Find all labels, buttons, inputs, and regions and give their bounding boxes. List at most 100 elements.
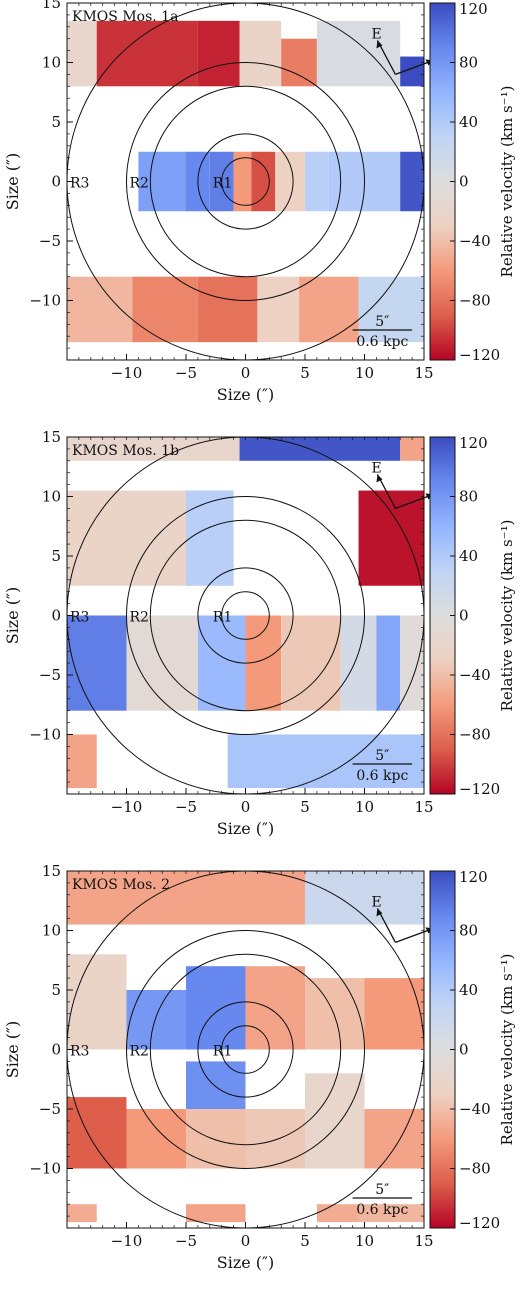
colorbar-tick-label: 80 [459, 54, 478, 72]
x-tick-label: 15 [414, 364, 433, 382]
scalebar-angular-label: 5″ [375, 748, 389, 764]
scalebar-physical-label: 0.6 kpc [356, 1202, 408, 1218]
colorbar: 120 80 40 0 −40 −80 −120 Relative velocity (km … [429, 434, 516, 798]
velocity-region-16 [227, 734, 424, 789]
compass-north-line [395, 493, 434, 510]
y-tick-label: 5 [51, 981, 61, 999]
velocity-region-2 [96, 20, 198, 87]
compass-east-label: E [371, 460, 381, 476]
panel-title: KMOS Mos. 1a [72, 9, 178, 25]
x-tick-label: 0 [241, 364, 251, 382]
velocity-region-12 [251, 151, 276, 212]
ring-label-r1: R1 [213, 610, 232, 626]
ring-label-r2: R2 [130, 610, 149, 626]
velocity-region-7 [400, 56, 424, 87]
colorbar-tick-label: 80 [459, 922, 478, 940]
x-axis-label: Size (″) [217, 1253, 275, 1272]
colorbar-tick-label: −120 [459, 780, 500, 798]
velocity-region-2 [239, 437, 401, 461]
velocity-region-8 [364, 978, 424, 1050]
x-tick-label: −10 [111, 1232, 143, 1250]
velocity-region-3 [67, 954, 127, 1050]
y-tick-label: −5 [39, 1100, 61, 1118]
x-tick-label: 0 [241, 798, 251, 816]
colorbar-tick-label: 40 [459, 547, 478, 565]
velocity-region-15 [364, 1109, 424, 1169]
ring-3 [149, 85, 342, 278]
velocity-region-16 [67, 1204, 97, 1223]
velocity-region-10 [126, 1109, 186, 1169]
velocity-region-1 [67, 871, 305, 925]
compass-east-arrowhead [376, 908, 383, 917]
rings [67, 871, 424, 1228]
velocity-region-19 [197, 276, 258, 343]
velocity-region-6 [358, 490, 424, 586]
scalebar-physical-label: 0.6 kpc [356, 334, 408, 350]
x-tick-label: −5 [175, 1232, 197, 1250]
ring-3 [149, 519, 342, 712]
y-axis-label: Size (″) [3, 1021, 22, 1079]
y-tick-label: −10 [29, 292, 61, 310]
colorbar-tick-label: 120 [459, 434, 488, 452]
colorbar-tick-label: −40 [459, 232, 491, 250]
x-tick-label: 5 [300, 798, 310, 816]
compass-east-arrowhead [376, 40, 383, 49]
velocity-region-6 [316, 20, 401, 87]
colorbar-tick-label: −80 [459, 1160, 491, 1178]
y-tick-label: −10 [29, 1160, 61, 1178]
velocity-region-1 [67, 20, 97, 87]
y-tick-label: −5 [39, 666, 61, 684]
velocity-region-18 [132, 276, 198, 343]
ring-label-r2: R2 [130, 1044, 149, 1060]
colorbar-tick-label: −120 [459, 1214, 500, 1232]
velocity-region-3 [400, 437, 424, 461]
velocity-region-4 [239, 20, 282, 87]
scalebar-angular-label: 5″ [375, 314, 389, 330]
velocity-regions [67, 20, 424, 343]
ring-1 [221, 1025, 270, 1074]
y-tick-label: −5 [39, 232, 61, 250]
ring-4 [126, 930, 365, 1169]
velocity-region-11 [281, 615, 341, 711]
ring-1 [221, 157, 270, 206]
y-axis-label: Size (″) [3, 153, 22, 211]
x-tick-label: −10 [111, 364, 143, 382]
velocity-region-15 [67, 734, 97, 789]
colorbar-tick-label: −80 [459, 292, 491, 310]
velocity-region-18 [316, 1204, 359, 1223]
velocity-region-17 [186, 1204, 246, 1223]
x-tick-label: 15 [414, 1232, 433, 1250]
y-tick-label: 15 [42, 0, 61, 12]
ring-2 [197, 1001, 294, 1098]
y-tick-label: 5 [51, 547, 61, 565]
x-tick-label: 15 [414, 798, 433, 816]
ring-4 [126, 496, 365, 735]
y-tick-label: −10 [29, 726, 61, 744]
velocity-region-20 [257, 276, 300, 343]
colorbar-tick-label: 120 [459, 868, 488, 886]
colorbar: 120 80 40 0 −40 −80 −120 Relative velocity (km … [429, 868, 516, 1232]
velocity-region-13 [245, 1109, 305, 1169]
velocity-region-7 [67, 615, 127, 711]
x-tick-label: −5 [175, 364, 197, 382]
y-tick-label: 15 [42, 862, 61, 880]
y-tick-label: 0 [51, 607, 61, 625]
velocity-region-6 [245, 966, 305, 1050]
x-tick-label: −10 [111, 798, 143, 816]
y-tick-label: 10 [42, 922, 61, 940]
panel-title: KMOS Mos. 2 [72, 877, 170, 893]
x-tick-label: 10 [355, 798, 374, 816]
colorbar-tick-label: −80 [459, 726, 491, 744]
velocity-region-9 [67, 1097, 127, 1169]
velocity-region-5 [186, 966, 246, 1050]
colorbar-tick-label: 40 [459, 981, 478, 999]
y-axis-label: Size (″) [3, 587, 22, 645]
colorbar-tick-label: −120 [459, 346, 500, 364]
y-tick-label: 0 [51, 1041, 61, 1059]
velocity-region-14 [305, 151, 329, 212]
velocity-region-11 [186, 1061, 246, 1109]
panel-title: KMOS Mos. 1b [72, 443, 179, 459]
rings [67, 437, 424, 794]
